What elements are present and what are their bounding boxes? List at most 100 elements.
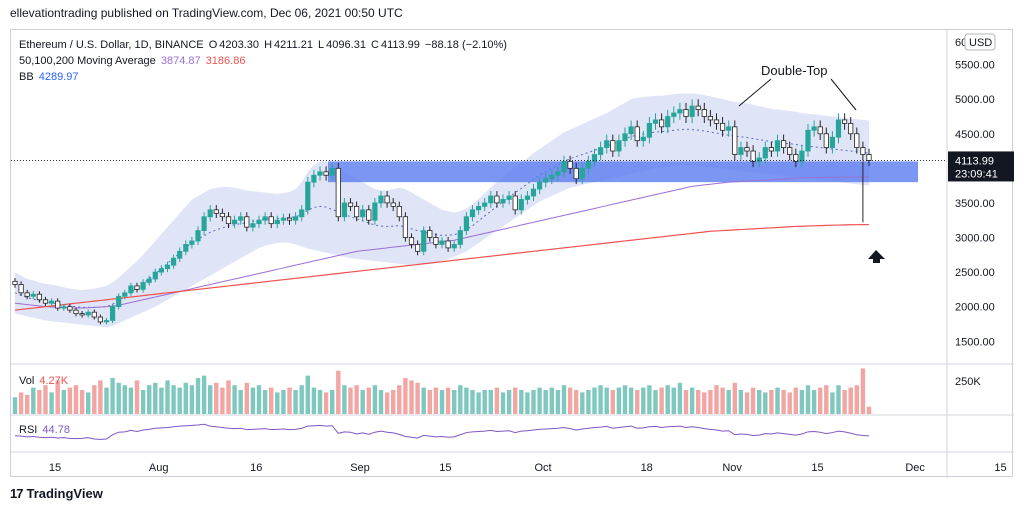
candle-body (329, 167, 335, 176)
ma-legend[interactable]: 50,100,200 Moving Average 3874.87 3186.8… (19, 55, 247, 67)
candle-body (537, 181, 543, 190)
volume-bar (824, 385, 829, 414)
open-value: 4203.30 (219, 39, 260, 51)
volume-bar (140, 390, 146, 414)
candle-body (469, 209, 476, 218)
candle-body (482, 202, 488, 207)
candle-body (701, 109, 707, 117)
bb-legend[interactable]: BB 4289.97 (19, 71, 81, 83)
volume-bar (580, 392, 585, 414)
candle-body (726, 126, 732, 131)
candle-body (128, 285, 134, 294)
ma-value-2: 3186.86 (205, 55, 246, 67)
candle-body (79, 313, 85, 316)
candle-body (103, 320, 110, 323)
volume-bar (238, 390, 243, 414)
volume-bar (775, 387, 780, 414)
volume-bar (171, 385, 176, 414)
candle-body (604, 140, 610, 148)
candle-body (195, 230, 201, 242)
close-label: C (371, 39, 379, 51)
candle-body (671, 112, 677, 117)
volume-bar (262, 390, 268, 414)
candle-body (616, 140, 622, 152)
candle-body (36, 293, 43, 301)
volume-bar (43, 385, 48, 414)
bb-value: 4289.97 (38, 71, 79, 83)
tradingview-brand[interactable]: 17 TradingView (10, 486, 103, 501)
volume-bar (287, 387, 292, 414)
candle-body (640, 136, 646, 142)
candle-body (219, 212, 225, 218)
volume-bar (153, 382, 158, 414)
candle-body (573, 167, 579, 180)
volume-bar (12, 397, 18, 414)
close-value: 4113.99 (380, 39, 420, 51)
candle-body (567, 161, 573, 169)
currency-button-label: USD (969, 37, 992, 49)
candle-body (213, 209, 219, 214)
volume-bar (299, 385, 304, 414)
candle-body (652, 119, 659, 124)
candle-body (12, 280, 18, 285)
volume-bar (811, 390, 817, 414)
volume-bar (250, 387, 256, 414)
volume-legend[interactable]: Vol 4.27K (19, 375, 70, 387)
volume-bar (506, 390, 512, 414)
symbol-label[interactable]: Ethereum / U.S. Dollar, 1D, BINANCE (19, 39, 204, 51)
volume-bar (452, 390, 457, 414)
volume-bar (567, 387, 573, 414)
candle-body (829, 136, 836, 148)
volume-bar (98, 380, 103, 414)
volume-bar (256, 385, 262, 414)
candle-body (286, 217, 293, 221)
candle-body (530, 188, 537, 197)
candle-body (628, 126, 634, 135)
volume-bar (854, 385, 859, 414)
candle-body (201, 216, 207, 231)
candle-body (524, 195, 531, 200)
volume-bar (61, 390, 66, 414)
candle-body (85, 311, 91, 316)
ma-label: 50,100,200 Moving Average (19, 55, 156, 67)
candle-body (366, 209, 372, 221)
candle-body (177, 250, 183, 259)
chart-frame[interactable]: 5500.005000.004500.004000.003500.003000.… (10, 29, 1014, 478)
candle-body (353, 205, 360, 218)
volume-bar (519, 390, 524, 414)
candle-body (555, 171, 561, 176)
low-value: 4096.31 (326, 39, 366, 51)
volume-bar (134, 380, 140, 414)
candle-body (463, 216, 470, 231)
candle-body (781, 140, 787, 148)
volume-bar (708, 390, 713, 414)
candle-body (750, 150, 756, 162)
candle-body (707, 116, 714, 121)
rsi-legend[interactable]: RSI 44.78 (19, 424, 72, 436)
y-tick-label-partial: 60 (955, 37, 967, 49)
volume-bar (799, 390, 805, 414)
volume-bar (543, 390, 548, 414)
volume-bar (116, 382, 121, 414)
volume-bar (311, 387, 317, 414)
x-tick-label: 16 (250, 462, 262, 474)
volume-bar (427, 390, 432, 414)
volume-bar (805, 385, 811, 414)
volume-bar (525, 392, 530, 414)
vol-value: 4.27K (39, 375, 69, 387)
x-tick-label: Sep (350, 462, 370, 474)
y-tick-label: 5000.00 (955, 94, 995, 106)
volume-bar (757, 390, 762, 414)
candle-body (390, 202, 396, 207)
candle-body (598, 147, 604, 155)
volume-bar (323, 392, 329, 414)
volume-bar (73, 385, 79, 414)
low-label: L (318, 39, 325, 51)
double-top-leader-left (738, 78, 772, 107)
candle-body (823, 133, 829, 148)
candle-body (73, 309, 79, 314)
volume-bar (549, 387, 554, 414)
candle-body (49, 300, 55, 304)
candle-body (720, 122, 726, 131)
price-chart[interactable]: 5500.005000.004500.004000.003500.003000.… (11, 30, 1014, 478)
